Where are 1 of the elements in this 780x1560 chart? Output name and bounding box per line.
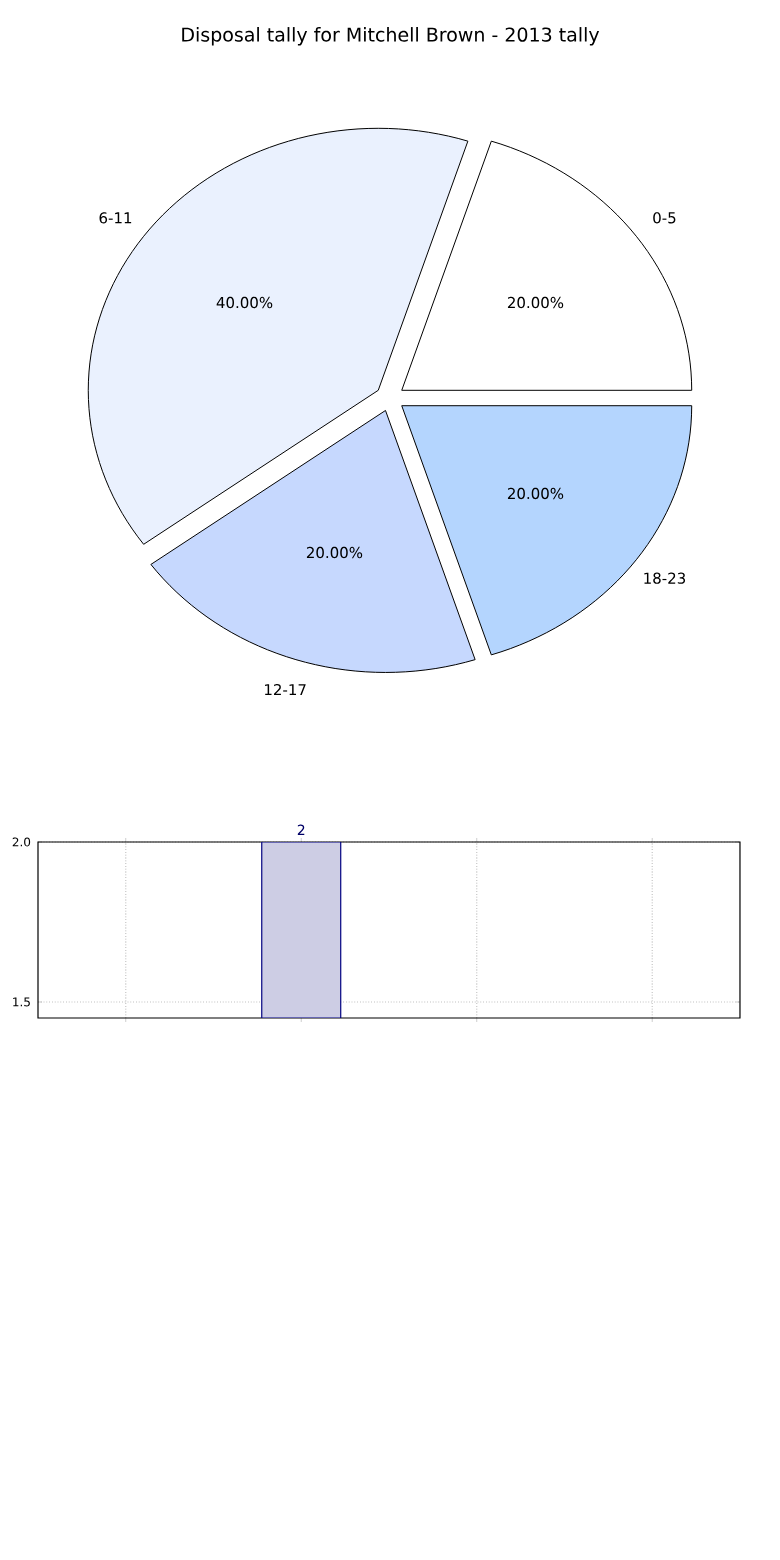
chart-title: Disposal tally for Mitchell Brown - 2013 tally — [182, 27, 600, 46]
